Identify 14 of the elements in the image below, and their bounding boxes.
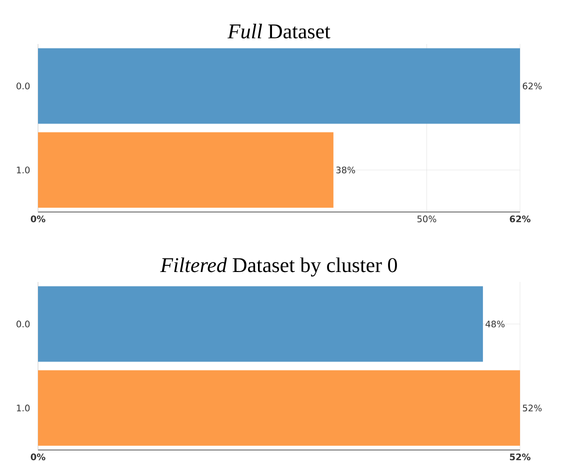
data-label: 52% <box>522 404 542 412</box>
x-tick-label: 0% <box>30 216 46 222</box>
y-tick-label: 0.0 <box>16 320 30 328</box>
data-label: 62% <box>522 82 542 90</box>
x-tick-label: 62% <box>510 216 530 222</box>
y-tick-label: 1.0 <box>16 404 30 412</box>
data-label: 38% <box>336 166 356 174</box>
y-tick-label: 1.0 <box>16 166 30 174</box>
chart-title: Full Dataset <box>227 24 330 39</box>
data-label: 48% <box>486 320 505 328</box>
x-tick-label: 50% <box>417 216 436 222</box>
x-tick-label: 0% <box>30 454 46 460</box>
chart-title: Filtered Dataset by cluster 0 <box>160 257 397 277</box>
y-tick-label: 0.0 <box>16 82 30 90</box>
